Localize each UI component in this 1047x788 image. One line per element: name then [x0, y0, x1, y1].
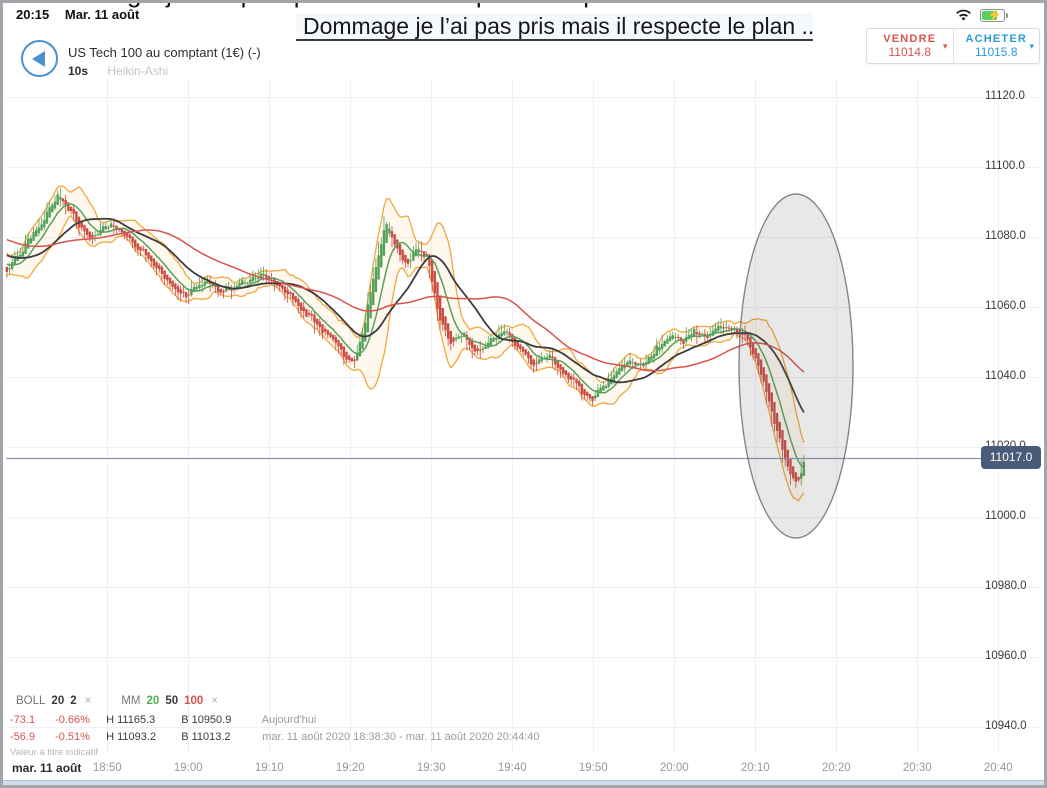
high-value: H 11165.3 [106, 714, 156, 726]
x-tick-label: 19:30 [416, 762, 446, 774]
mm-indicator-label: MM [121, 695, 141, 707]
mm-close-icon[interactable]: × [211, 695, 219, 707]
x-tick-label: 19:00 [173, 762, 203, 774]
current-price-badge: 11017.0 [981, 446, 1041, 469]
x-tick-label: 19:40 [497, 762, 527, 774]
status-time: 20:15 [16, 7, 50, 22]
change-percent: -0.66% [55, 714, 90, 726]
low-value: B 11013.2 [181, 731, 231, 743]
status-icons: ⚡ [955, 8, 1008, 22]
y-tick-label: 11080.0 [985, 230, 1026, 242]
x-tick-label: 19:50 [578, 762, 608, 774]
y-tick-label: 11100.0 [985, 160, 1025, 172]
buy-price: 11015.8 [975, 45, 1018, 59]
high-value: H 11093.2 [106, 731, 157, 743]
mm-param-100: 100 [184, 695, 204, 707]
sell-button[interactable]: VENDRE 11014.8 ▾ [867, 29, 954, 63]
battery-charging-icon: ⚡ [980, 8, 1008, 22]
y-tick-label: 10960.0 [985, 650, 1027, 662]
x-tick-label: 20:30 [902, 762, 932, 774]
buy-label: ACHETER [965, 33, 1028, 45]
y-tick-label: 11040.0 [985, 370, 1026, 382]
x-axis-date-label: mar. 11 août [12, 761, 82, 775]
timeframe-selector[interactable]: 10s [68, 64, 89, 78]
x-tick-label: 20:40 [983, 762, 1013, 774]
x-tick-label: 20:10 [740, 762, 770, 774]
sell-price: 11014.8 [888, 45, 932, 59]
bottom-frame-strip [0, 780, 1047, 788]
x-tick-label: 18:50 [92, 762, 122, 774]
y-tick-label: 10980.0 [985, 580, 1027, 592]
y-tick-label: 10940.0 [985, 720, 1027, 732]
indicator-row-range: -56.9 -0.51% H 11093.2 B 11013.2 mar. 11… [10, 731, 540, 743]
indicator-legend: BOLL 20 2 × MM 20 50 100 × [16, 695, 218, 707]
order-panel: VENDRE 11014.8 ▾ ACHETER 11015.8 ▾ [866, 28, 1040, 64]
change-percent: -0.51% [55, 731, 90, 743]
sell-label: VENDRE [883, 33, 937, 45]
change-value: -73.1 [10, 714, 36, 726]
boll-param-2: 2 [70, 695, 77, 707]
buy-caret-icon: ▾ [1029, 41, 1034, 51]
low-value: B 10950.9 [181, 714, 232, 726]
x-tick-label: 19:20 [335, 762, 365, 774]
back-button[interactable] [21, 40, 58, 77]
boll-close-icon[interactable]: × [84, 695, 92, 707]
status-bar: 20:15 Mar. 11 août [16, 7, 151, 22]
status-date: Mar. 11 août [64, 7, 140, 22]
change-value: -56.9 [10, 731, 36, 743]
wifi-icon [956, 9, 971, 21]
x-tick-label: 20:20 [821, 762, 851, 774]
x-tick-label: 20:00 [659, 762, 689, 774]
indicator-row-today: -73.1 -0.66% H 11165.3 B 10950.9 Aujourd… [10, 714, 316, 726]
cropped-text-line: Dommage je l’ai pas pris mais il respect… [25, 0, 1041, 10]
period-label: mar. 11 août 2020 18:38:30 - mar. 11 aoû… [262, 731, 540, 743]
buy-button[interactable]: ACHETER 11015.8 ▾ [954, 29, 1040, 63]
x-tick-label: 19:10 [254, 762, 284, 774]
caption-overlay: Dommage je l’ai pas pris mais il respect… [296, 13, 813, 41]
instrument-title[interactable]: US Tech 100 au comptant (1€) (-) [68, 45, 261, 60]
boll-indicator-label: BOLL [16, 695, 46, 707]
period-label: Aujourd'hui [261, 714, 317, 726]
y-tick-label: 11120.0 [985, 90, 1025, 102]
chart-settings-row: 10s Heikin-Ashi [68, 64, 168, 78]
y-tick-label: 11000.0 [985, 510, 1026, 522]
boll-param-1: 20 [51, 695, 65, 707]
chart-style-label[interactable]: Heikin-Ashi [107, 64, 169, 78]
back-arrow-icon [31, 50, 45, 67]
sell-caret-icon: ▾ [942, 41, 948, 51]
mm-param-50: 50 [165, 695, 179, 707]
y-tick-label: 11060.0 [985, 300, 1026, 312]
mm-param-20: 20 [146, 695, 160, 707]
cropped-text-fragments: Dommage je l’ai pas pris mais il respect… [31, 0, 669, 9]
indicative-value-disclaimer: Valeur à titre indicatif [10, 747, 99, 758]
